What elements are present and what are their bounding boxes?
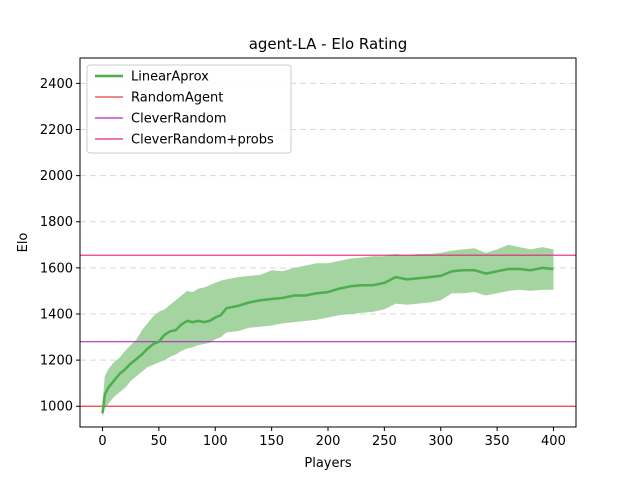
x-tick-label: 350	[485, 434, 510, 449]
reference-lines	[80, 254, 576, 407]
y-axis-ticks: 1000 1200 1400 1600 1800 2000 2200 2400	[40, 77, 80, 415]
x-tick-label: 100	[203, 434, 228, 449]
y-tick-label: 2400	[40, 77, 73, 92]
linearaprox-confidence-band	[102, 244, 554, 418]
y-tick-label: 1600	[40, 261, 73, 276]
legend-box	[86, 64, 292, 154]
x-axis-ticks: 0 50 100 150 200 250 300 350 400	[98, 427, 566, 449]
linearaprox-line	[101, 266, 554, 414]
x-tick-label: 0	[98, 434, 106, 449]
legend-label-cleverrandom-probs: CleverRandom+probs	[131, 133, 274, 148]
x-tick-label: 150	[259, 434, 284, 449]
x-tick-label: 400	[541, 434, 566, 449]
x-tick-label: 250	[372, 434, 397, 449]
legend-label-randomagent: RandomAgent	[131, 91, 223, 106]
y-tick-label: 1400	[40, 307, 73, 322]
x-tick-label: 50	[151, 434, 168, 449]
x-axis-title: Players	[304, 456, 351, 471]
y-tick-label: 2200	[40, 123, 73, 138]
y-axis-title: Elo	[16, 233, 31, 253]
x-tick-label: 300	[428, 434, 453, 449]
legend-label-linearaprox: LinearAprox	[131, 70, 209, 85]
legend-label-cleverrandom: CleverRandom	[131, 112, 227, 127]
confidence-band-layer	[102, 244, 554, 418]
legend: LinearAprox RandomAgent CleverRandom Clever…	[86, 64, 292, 154]
y-tick-label: 1800	[40, 215, 73, 230]
series-lines	[101, 266, 554, 414]
x-tick-label: 200	[316, 434, 341, 449]
y-tick-label: 1000	[40, 400, 73, 415]
y-tick-label: 1200	[40, 354, 73, 369]
y-tick-label: 2000	[40, 169, 73, 184]
chart-title: agent-LA - Elo Rating	[249, 35, 408, 53]
